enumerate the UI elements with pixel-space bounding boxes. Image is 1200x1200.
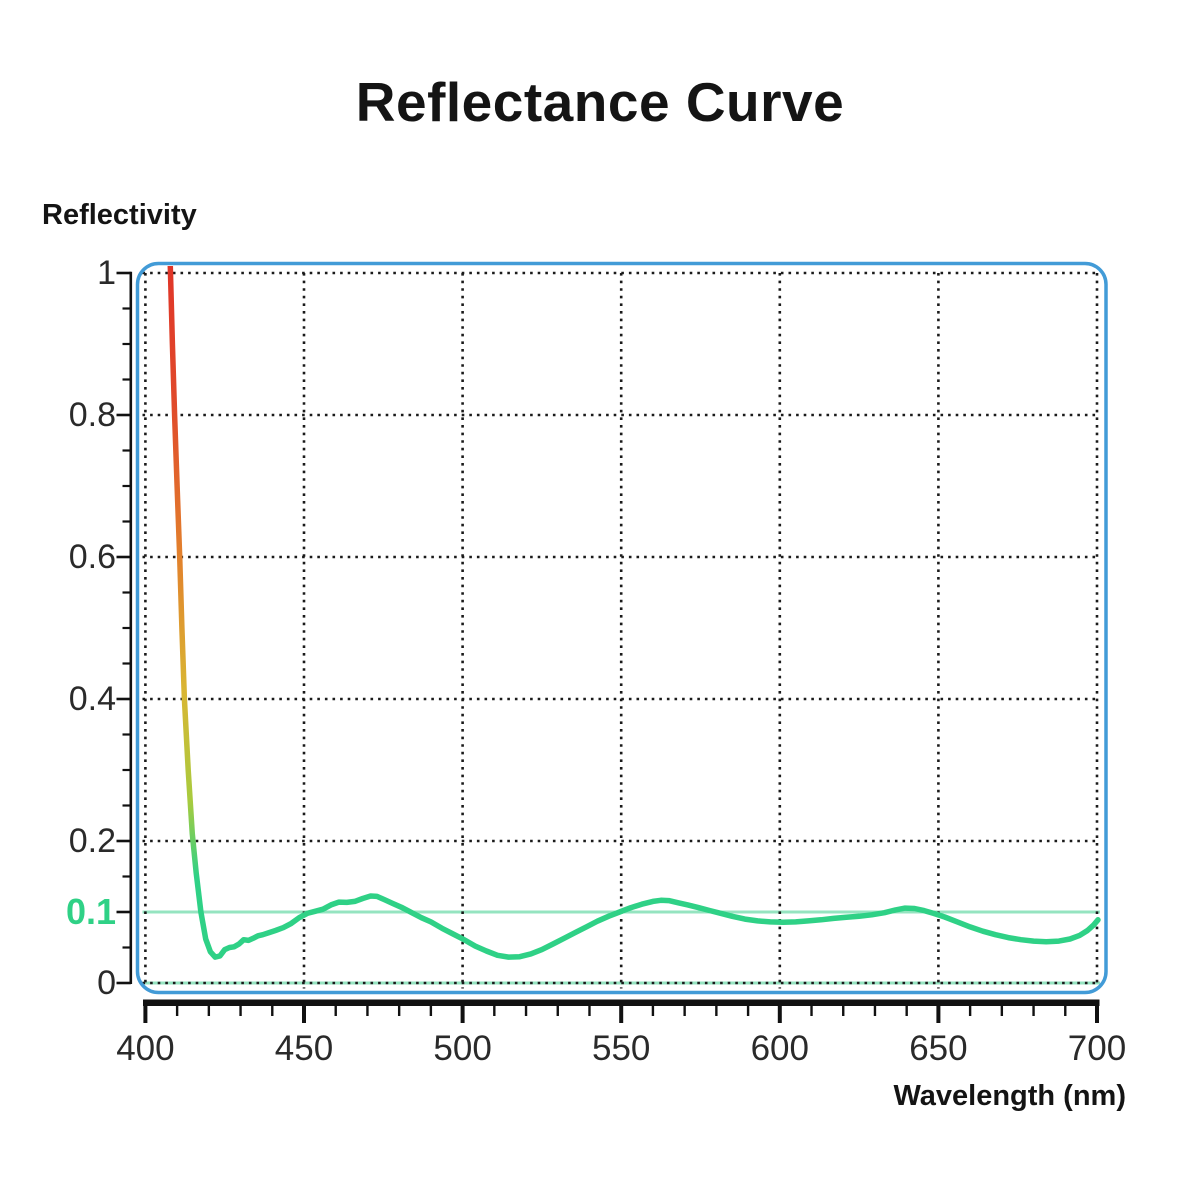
x-tick-label: 400 — [116, 1029, 175, 1068]
x-axis-bar — [143, 999, 1100, 1006]
x-tick-label: 450 — [274, 1029, 334, 1068]
y-axis-title: Reflectivity — [42, 199, 197, 231]
reflectance-curve — [167, 266, 1101, 960]
plot-border — [135, 261, 1108, 995]
y-tick-label: 0.4 — [68, 680, 116, 718]
x-tick-label: 700 — [1067, 1029, 1127, 1068]
y-tick-label: 0.8 — [68, 396, 116, 434]
y-tick-label: 0 — [97, 964, 116, 1002]
x-tick-label: 550 — [591, 1029, 651, 1068]
x-tick-label: 600 — [750, 1029, 809, 1068]
gridlines — [142, 271, 1100, 989]
y-axis — [116, 271, 133, 985]
y-tick-label: 0.6 — [68, 538, 116, 576]
x-tick-label: 500 — [433, 1029, 492, 1068]
x-tick-label: 650 — [909, 1029, 968, 1068]
x-axis-title: Wavelength (nm) — [893, 1080, 1126, 1112]
y-tick-label-reference: 0.1 — [65, 891, 116, 932]
page-title: Reflectance Curve — [355, 71, 845, 133]
y-tick-label: 0.2 — [68, 822, 116, 860]
x-axis — [143, 999, 1100, 1023]
y-tick-label: 1 — [97, 254, 116, 292]
